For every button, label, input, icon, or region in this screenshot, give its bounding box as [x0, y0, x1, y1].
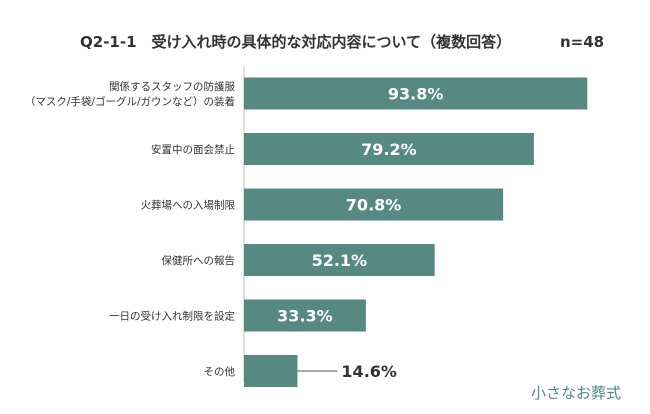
sample-size: n=48 — [560, 33, 604, 51]
category-label-2: 火葬場への入場制限 — [141, 199, 236, 212]
value-label-0: 93.8% — [388, 85, 444, 104]
value-label-1: 79.2% — [361, 140, 417, 159]
value-label-2: 70.8% — [346, 196, 402, 215]
value-label-3: 52.1% — [312, 251, 368, 270]
value-label-5: 14.6% — [341, 362, 397, 381]
category-label-4: 一日の受け入れ制限を設定 — [109, 310, 235, 323]
bar-0 — [244, 77, 588, 110]
chart-title: Q2-1-1 受け入れ時の具体的な対応内容について（複数回答） — [80, 33, 511, 51]
bar-2 — [244, 188, 504, 221]
bar-1 — [244, 133, 534, 165]
bar-3 — [244, 244, 435, 276]
category-label-1: 安置中の面会禁止 — [151, 143, 235, 156]
category-label-5: その他 — [204, 365, 236, 378]
bar-5 — [244, 355, 298, 387]
brand-logo: 小さなお葬式 — [531, 384, 621, 402]
value-label-4: 33.3% — [277, 307, 333, 326]
category-label-3: 保健所への報告 — [162, 254, 236, 267]
bars-group: 関係するスタッフの防護服 （マスク/手袋/ゴーグル/ガウンなど）の装着 93.8% 安… — [25, 77, 588, 387]
category-label-0-line-0: 関係するスタッフの防護服 — [109, 80, 235, 93]
bar-4 — [244, 299, 366, 332]
category-label-0-line-1: （マスク/手袋/ゴーグル/ガウンなど）の装着 — [25, 95, 235, 108]
